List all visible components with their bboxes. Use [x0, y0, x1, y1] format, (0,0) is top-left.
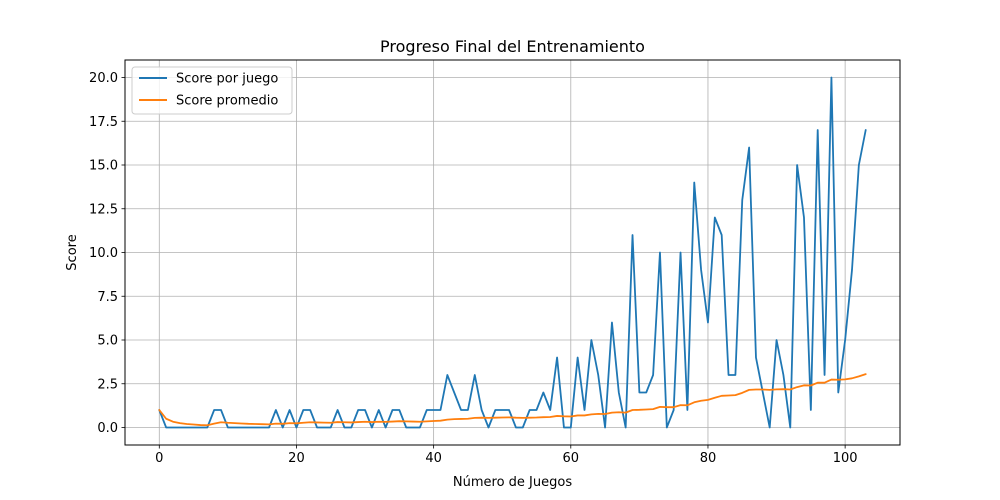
- y-tick-label: 15.0: [89, 159, 118, 174]
- y-tick-label: 10.0: [89, 246, 118, 261]
- y-axis: 0.0 2.5 5.0 7.5 10.0 12.5 15.0 17.5 20.0: [89, 71, 125, 436]
- x-tick-label: 0: [155, 451, 163, 466]
- legend-box: [131, 66, 293, 115]
- series-layer: [158, 76, 867, 429]
- x-tick-label: 60: [563, 451, 580, 466]
- y-tick-label: 20.0: [89, 71, 118, 86]
- y-tick-label: 2.5: [97, 377, 118, 392]
- chart-title: Progreso Final del Entrenamiento: [380, 37, 645, 56]
- x-axis-label: Número de Juegos: [453, 475, 572, 490]
- y-axis-label: Score: [65, 234, 80, 270]
- legend-label-score-promedio: Score promedio: [176, 94, 278, 109]
- x-tick-label: 20: [288, 451, 305, 466]
- x-axis: 0 20 40 60 80 100: [155, 445, 858, 466]
- grid: [125, 60, 900, 445]
- y-tick-label: 12.5: [89, 202, 118, 217]
- y-tick-label: 0.0: [97, 421, 118, 436]
- legend: Score por juego Score promedio: [131, 66, 293, 115]
- score-por-juego-line: [158, 76, 867, 429]
- x-tick-label: 40: [425, 451, 442, 466]
- y-tick-label: 5.0: [97, 334, 118, 349]
- y-tick-label: 17.5: [89, 115, 118, 130]
- y-tick-label: 7.5: [97, 290, 118, 305]
- legend-label-score-por-juego: Score por juego: [176, 72, 278, 87]
- x-tick-label: 100: [833, 451, 858, 466]
- score-promedio-line: [158, 373, 867, 427]
- x-tick-label: 80: [700, 451, 717, 466]
